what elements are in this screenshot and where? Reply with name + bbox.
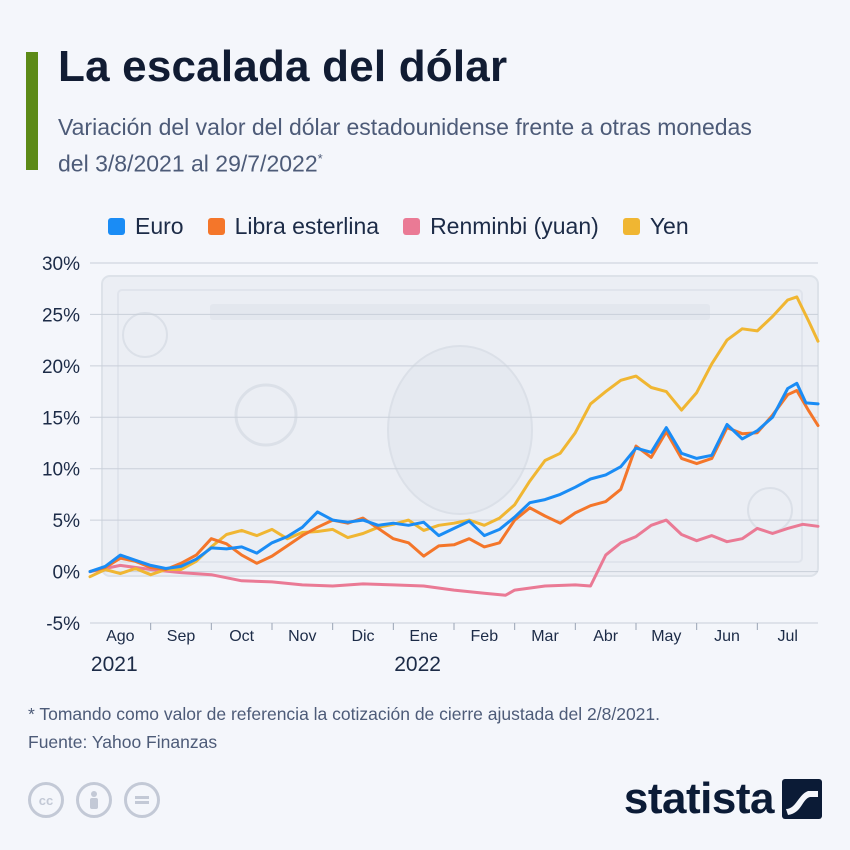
series-line-euro [88,381,820,574]
x-tick-label: Jul [777,628,797,645]
series-line-yen [88,295,820,579]
legend-swatch [622,217,640,235]
chart-title: La escalada del dólar [58,42,508,91]
subtitle-footnote-mark: * [317,151,323,166]
chart-subtitle-text: Variación del valor del dólar estadounid… [58,114,752,177]
x-tick-label: Dic [351,628,374,645]
by-person-icon[interactable] [76,782,112,818]
year-label: 2022 [394,653,441,676]
nd-equal-icon[interactable] [124,782,160,818]
legend-label: Renminbi (yuan) [430,212,599,239]
statista-mark-icon [782,779,822,819]
brand-name: statista [623,774,775,823]
y-tick-label: 5% [53,511,81,532]
y-tick-label: 0% [53,563,81,584]
legend-label: Yen [649,212,689,239]
accent-bar [26,52,38,170]
bill-inner-border [117,289,803,563]
legend-swatch [403,217,421,235]
bill-seal [234,383,298,447]
legend-item: Renminbi (yuan) [403,213,599,240]
x-tick-label: Ene [409,628,438,645]
legend-swatch [108,217,125,235]
x-tick-label: May [651,628,681,645]
y-tick-label: 30% [42,254,80,275]
license-icons: cc [28,782,172,818]
series-line-libra [88,389,820,574]
chart-legend: Euro Libra esterlina Renminbi (yuan) Yen [108,212,713,240]
source-note: Fuente: Yahoo Finanzas [28,732,218,752]
footnote-note: * Tomando como valor de referencia la co… [28,704,660,724]
x-tick-label: Oct [229,628,254,645]
dollar-bill-background [101,275,819,577]
legend-label: Euro [135,212,184,239]
legend-item: Euro [108,213,184,240]
legend-swatch [207,217,225,235]
x-tick-label: Mar [531,628,559,645]
footnote: * Tomando como valor de referencia la co… [28,700,660,756]
y-tick-label: 15% [42,408,80,429]
legend-label: Libra esterlina [234,212,380,239]
year-label: 2021 [91,653,138,676]
y-tick-label: -5% [46,614,80,635]
x-tick-label: Abr [593,628,619,645]
x-tick-label: Sep [167,628,196,645]
y-tick-label: 10% [42,460,80,481]
x-tick-label: Nov [288,628,316,645]
legend-item: Yen [622,212,689,240]
x-tick-label: Feb [471,628,499,645]
series-line-renminbi [88,518,820,597]
cc-icon[interactable]: cc [28,782,64,818]
y-tick-label: 25% [42,305,80,326]
x-tick-label: Jun [714,628,740,645]
line-chart: 30% 25% 20% 15% 10% 5% 0% -5% Ago Sep Oct Nov Dic Ene… [42,254,820,676]
x-tick-label: Ago [106,628,135,645]
y-tick-label: 20% [42,357,80,378]
bill-header-band [210,304,710,320]
bill-corner-emblem [122,312,168,358]
statista-logo[interactable]: statista [624,774,822,824]
legend-item: Libra esterlina [207,212,380,240]
bill-portrait [387,345,533,515]
chart-subtitle: Variación del valor del dólar estadounid… [58,112,778,180]
